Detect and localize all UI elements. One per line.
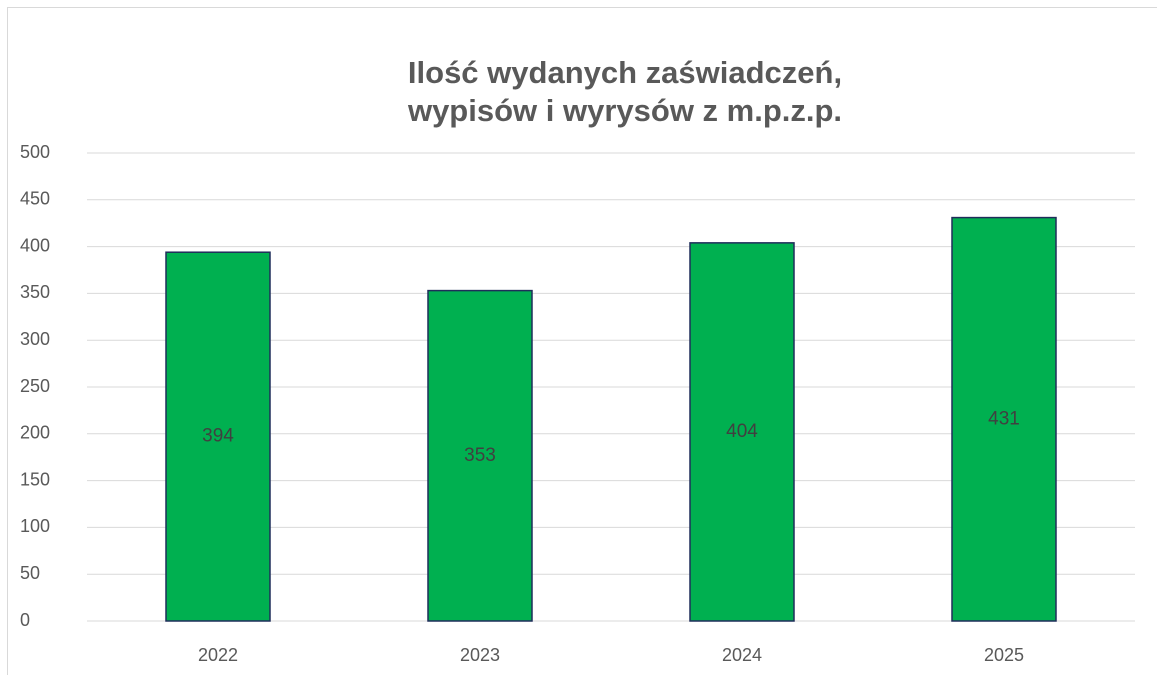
y-tick-label: 300 (20, 329, 50, 349)
y-tick-label: 500 (20, 142, 50, 162)
bar (951, 216, 1057, 622)
x-tick-label: 2025 (984, 645, 1024, 665)
y-tick-label: 350 (20, 282, 50, 302)
bar (427, 289, 533, 622)
y-tick-label: 450 (20, 189, 50, 209)
y-tick-label: 0 (20, 610, 30, 630)
value-label: 353 (464, 445, 496, 466)
y-tick-label: 400 (20, 235, 50, 255)
chart-title: wypisów i wyrysów z m.p.z.p. (407, 93, 842, 128)
chart-title: Ilość wydanych zaświadczeń, (408, 55, 842, 90)
y-tick-label: 150 (20, 469, 50, 489)
y-tick-label: 50 (20, 563, 40, 583)
value-label: 404 (726, 421, 758, 442)
value-label: 431 (988, 408, 1020, 429)
y-tick-label: 250 (20, 376, 50, 396)
y-tick-label: 200 (20, 423, 50, 443)
bar (165, 251, 271, 622)
x-tick-label: 2023 (460, 645, 500, 665)
bar (689, 242, 795, 622)
x-tick-label: 2022 (198, 645, 238, 665)
y-tick-label: 100 (20, 516, 50, 536)
x-tick-label: 2024 (722, 645, 762, 665)
value-label: 394 (202, 426, 234, 447)
